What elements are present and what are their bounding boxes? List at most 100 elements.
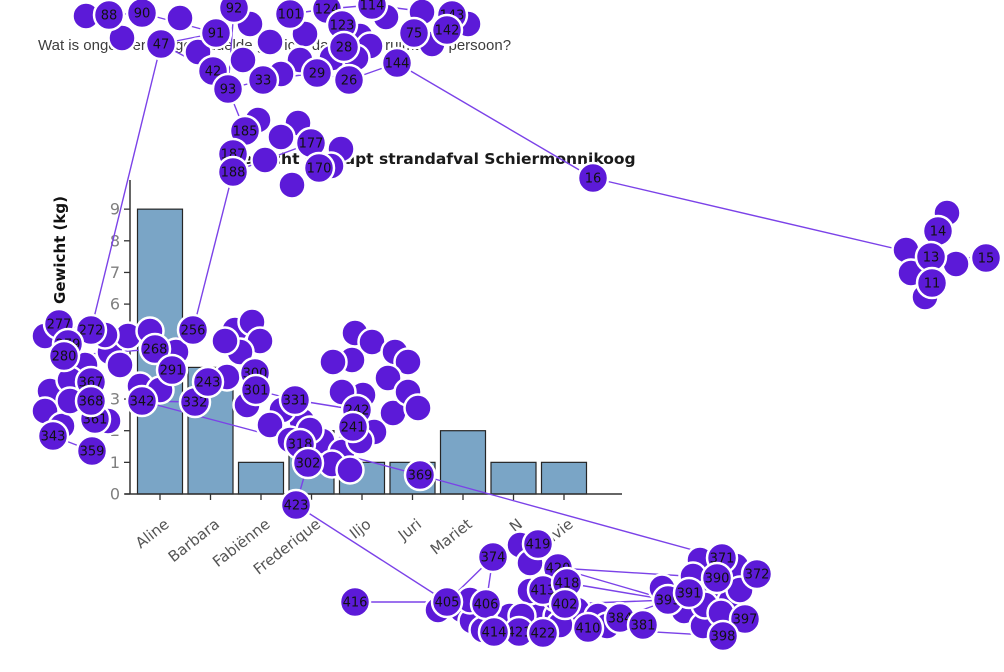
- node-circle-416[interactable]: [338, 585, 372, 619]
- node-circle-402[interactable]: [548, 587, 582, 621]
- node-423[interactable]: 423: [279, 488, 313, 522]
- node-342[interactable]: 342: [125, 384, 159, 418]
- node-359[interactable]: 359: [75, 434, 109, 468]
- node-circle-280[interactable]: [47, 339, 81, 373]
- node-circle-33[interactable]: [246, 63, 280, 97]
- node-unlabeled[interactable]: [165, 3, 195, 33]
- node-circle-92[interactable]: [217, 0, 251, 25]
- node-414[interactable]: 414: [477, 615, 511, 649]
- node-90[interactable]: 90: [125, 0, 159, 30]
- node-unlabeled[interactable]: [393, 347, 423, 377]
- node-302[interactable]: 302: [291, 446, 325, 480]
- node-144[interactable]: 144: [380, 46, 414, 80]
- node-unlabeled[interactable]: [373, 363, 403, 393]
- node-422[interactable]: 422: [526, 616, 560, 650]
- node-circle-243[interactable]: [191, 365, 225, 399]
- node-381[interactable]: 381: [626, 608, 660, 642]
- node-circle-369[interactable]: [403, 458, 437, 492]
- node-402[interactable]: 402: [548, 587, 582, 621]
- node-419[interactable]: 419: [521, 527, 555, 561]
- node-142[interactable]: 142: [430, 13, 464, 47]
- node-11[interactable]: 11: [915, 266, 949, 300]
- node-170[interactable]: 170: [302, 151, 336, 185]
- node-circle-114[interactable]: [355, 0, 389, 22]
- node-circle-75[interactable]: [397, 16, 431, 50]
- node-circle-144[interactable]: [380, 46, 414, 80]
- node-circle-301[interactable]: [239, 373, 273, 407]
- node-280[interactable]: 280: [47, 339, 81, 373]
- node-75[interactable]: 75: [397, 16, 431, 50]
- node-circle-331[interactable]: [278, 383, 312, 417]
- node-circle-28[interactable]: [327, 30, 361, 64]
- node-372[interactable]: 372: [740, 557, 774, 591]
- node-114[interactable]: 114: [355, 0, 389, 22]
- node-391[interactable]: 391: [672, 576, 706, 610]
- node-unlabeled[interactable]: [210, 326, 240, 356]
- node-unlabeled[interactable]: [255, 27, 285, 57]
- node-256[interactable]: 256: [176, 313, 210, 347]
- node-91[interactable]: 91: [199, 16, 233, 50]
- node-circle-16[interactable]: [576, 161, 610, 195]
- node-unlabeled[interactable]: [277, 170, 307, 200]
- node-421[interactable]: 421: [502, 615, 536, 649]
- node-circle-142[interactable]: [430, 13, 464, 47]
- node-circle-381[interactable]: [626, 608, 660, 642]
- node-331[interactable]: 331: [278, 383, 312, 417]
- node-unlabeled[interactable]: [105, 350, 135, 380]
- node-unlabeled[interactable]: [335, 455, 365, 485]
- node-26[interactable]: 26: [332, 63, 366, 97]
- node-circle-256[interactable]: [176, 313, 210, 347]
- node-unlabeled[interactable]: [250, 145, 280, 175]
- node-circle-422[interactable]: [526, 616, 560, 650]
- node-374[interactable]: 374: [476, 540, 510, 574]
- node-343[interactable]: 343: [36, 419, 70, 453]
- node-circle-405[interactable]: [430, 585, 464, 619]
- node-101[interactable]: 101: [273, 0, 307, 31]
- node-15[interactable]: 15: [969, 241, 1003, 275]
- node-circle-302[interactable]: [291, 446, 325, 480]
- node-301[interactable]: 301: [239, 373, 273, 407]
- node-188[interactable]: 188: [216, 155, 250, 189]
- node-circle-343[interactable]: [36, 419, 70, 453]
- node-unlabeled[interactable]: [266, 122, 296, 152]
- node-410[interactable]: 410: [571, 611, 605, 645]
- node-circle-15[interactable]: [969, 241, 1003, 275]
- node-circle-419[interactable]: [521, 527, 555, 561]
- node-397[interactable]: 397: [728, 602, 762, 636]
- node-circle-91[interactable]: [199, 16, 233, 50]
- node-29[interactable]: 29: [300, 56, 334, 90]
- node-circle-101[interactable]: [273, 0, 307, 31]
- node-241[interactable]: 241: [336, 410, 370, 444]
- node-405[interactable]: 405: [430, 585, 464, 619]
- node-33[interactable]: 33: [246, 63, 280, 97]
- node-291[interactable]: 291: [155, 353, 189, 387]
- node-circle-170[interactable]: [302, 151, 336, 185]
- node-circle-359[interactable]: [75, 434, 109, 468]
- node-368[interactable]: 368: [74, 384, 108, 418]
- node-398[interactable]: 398: [706, 619, 740, 653]
- node-unlabeled[interactable]: [255, 410, 285, 440]
- node-circle-391[interactable]: [672, 576, 706, 610]
- node-circle-90[interactable]: [125, 0, 159, 30]
- node-47[interactable]: 47: [144, 27, 178, 61]
- node-93[interactable]: 93: [211, 72, 245, 106]
- node-unlabeled[interactable]: [403, 393, 433, 423]
- node-circle-268[interactable]: [138, 332, 172, 366]
- node-406[interactable]: 406: [469, 587, 503, 621]
- node-circle-26[interactable]: [332, 63, 366, 97]
- node-28[interactable]: 28: [327, 30, 361, 64]
- node-circle-188[interactable]: [216, 155, 250, 189]
- node-circle-47[interactable]: [144, 27, 178, 61]
- node-413[interactable]: 413: [526, 573, 560, 607]
- node-circle-390[interactable]: [700, 561, 734, 595]
- node-unlabeled[interactable]: [228, 45, 258, 75]
- node-92[interactable]: 92: [217, 0, 251, 25]
- node-circle-397[interactable]: [728, 602, 762, 636]
- node-circle-398[interactable]: [706, 619, 740, 653]
- node-circle-372[interactable]: [740, 557, 774, 591]
- node-circle-93[interactable]: [211, 72, 245, 106]
- node-390[interactable]: 390: [700, 561, 734, 595]
- node-16[interactable]: 16: [576, 161, 610, 195]
- node-circle-410[interactable]: [571, 611, 605, 645]
- node-circle-29[interactable]: [300, 56, 334, 90]
